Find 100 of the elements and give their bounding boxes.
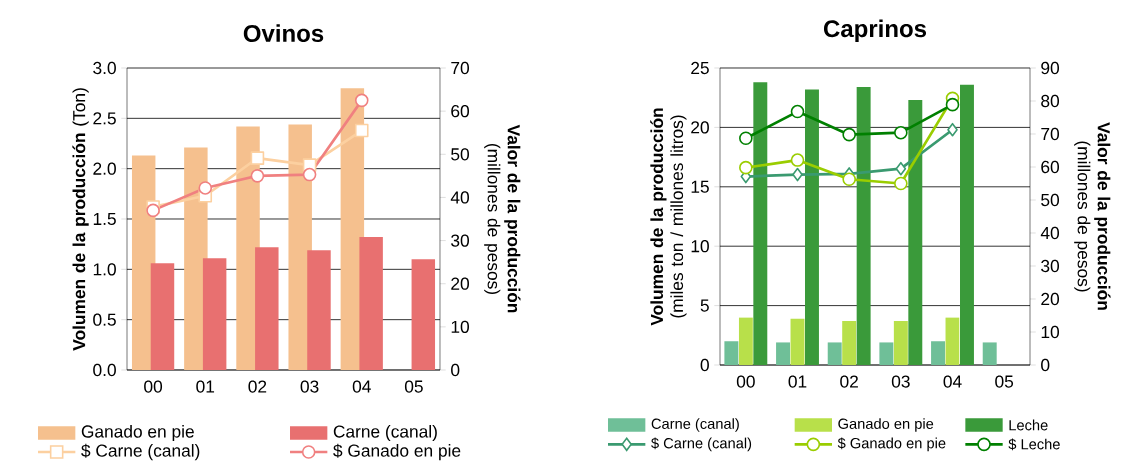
x-tick-label: 04 <box>943 375 962 388</box>
y-tick-label: 0 <box>700 358 709 372</box>
y2-tick-label: 80 <box>1041 94 1060 108</box>
y2-tick-label: 60 <box>451 105 470 118</box>
bar <box>960 84 974 365</box>
point <box>842 172 856 187</box>
legend-label: Leche <box>1009 419 1048 431</box>
point <box>198 181 213 195</box>
bar <box>753 82 768 365</box>
bar <box>879 342 894 365</box>
x-tick-label: 00 <box>144 380 163 393</box>
y2-tick-label: 50 <box>1041 193 1060 207</box>
y-tick-label: 20 <box>691 121 709 134</box>
y-tick-label: 25 <box>691 61 709 75</box>
point <box>146 203 160 218</box>
y-tick-label: 2.0 <box>93 162 116 175</box>
point <box>790 104 805 119</box>
point <box>894 125 908 140</box>
point <box>792 167 803 182</box>
y-axis-title: Volumen de la producción (miles ton / millones litros) <box>650 108 687 326</box>
y2-tick-label: 90 <box>1041 61 1060 75</box>
y2-tick-label: 10 <box>451 320 470 333</box>
bar <box>893 321 908 365</box>
x-tick-label: 03 <box>300 380 319 393</box>
bar <box>931 341 946 365</box>
y2-tick-label: 30 <box>451 234 470 247</box>
chart-title: Ovinos <box>243 24 324 42</box>
legend-label: Ganado en pie <box>838 418 934 432</box>
point <box>894 176 908 191</box>
y2-tick-label: 40 <box>450 191 470 204</box>
y2-tick-label: 20 <box>1041 292 1060 306</box>
point <box>945 97 960 112</box>
point <box>739 131 753 146</box>
point <box>302 167 317 182</box>
x-tick-label: 02 <box>248 380 267 393</box>
y-tick-label: 2.5 <box>93 112 116 125</box>
x-tick-label: 02 <box>840 375 858 388</box>
point <box>842 127 856 142</box>
point <box>354 123 369 138</box>
chart-title: Caprinos <box>823 19 927 42</box>
y2-tick-label: 30 <box>1041 259 1060 273</box>
x-tick-label: 04 <box>352 380 371 393</box>
bar <box>359 237 383 370</box>
y-tick-label: 0.5 <box>93 313 116 326</box>
bar <box>150 263 175 370</box>
point <box>354 93 369 108</box>
point <box>947 122 958 137</box>
y-tick-label: 5 <box>700 299 709 312</box>
x-tick-label: 03 <box>891 375 910 388</box>
legend-label: $ Ganado en pie <box>333 443 461 461</box>
y-axis-title: Volumen de la producción (Ton) <box>72 88 89 351</box>
bar <box>776 342 791 365</box>
bar <box>827 342 842 365</box>
y-tick-label: 10 <box>691 240 709 253</box>
bar <box>805 89 819 365</box>
x-tick-label: 01 <box>788 375 807 388</box>
legend-label: Ganado en pie <box>81 424 194 442</box>
point <box>790 153 805 167</box>
bar <box>790 318 805 365</box>
y-tick-label: 3.0 <box>93 61 116 75</box>
y2-tick-label: 0 <box>451 363 460 377</box>
point <box>895 161 907 176</box>
bar <box>202 258 227 370</box>
point <box>250 169 265 183</box>
bar <box>724 341 739 365</box>
y2-axis-title: Valor de la producción (millones de pesos) <box>1074 122 1111 310</box>
bar <box>945 317 960 365</box>
y2-axis-title: Valor de la producción (millones de pesos) <box>484 124 521 313</box>
y2-tick-label: 70 <box>1041 127 1060 141</box>
point <box>739 160 753 175</box>
point <box>250 151 265 165</box>
legend-label: Carne (canal) <box>333 424 437 442</box>
bar <box>908 100 923 365</box>
y2-tick-label: 70 <box>451 61 470 75</box>
y2-tick-label: 40 <box>1040 226 1060 240</box>
x-tick-label: 01 <box>196 380 215 393</box>
legend-label: $ Ganado en pie <box>837 437 946 452</box>
bar <box>255 247 279 370</box>
bar <box>738 317 753 365</box>
legend-label: $ Carne (canal) <box>81 443 200 461</box>
y2-tick-label: 0 <box>1041 358 1050 372</box>
x-tick-label: 00 <box>736 375 755 388</box>
y-tick-label: 15 <box>691 180 709 193</box>
y-tick-label: 0.0 <box>93 363 116 377</box>
bar <box>982 342 997 365</box>
legend-label: $ Leche <box>1008 438 1060 451</box>
y2-tick-label: 50 <box>451 148 470 161</box>
bar <box>307 250 331 370</box>
x-tick-label: 05 <box>995 375 1014 388</box>
y-tick-label: 1.5 <box>93 212 116 226</box>
y2-tick-label: 20 <box>451 277 470 290</box>
bar <box>411 259 436 370</box>
legend-label: $ Carne (canal) <box>651 437 752 452</box>
x-tick-label: 05 <box>404 380 423 393</box>
bar <box>856 87 871 365</box>
y2-tick-label: 60 <box>1041 160 1060 174</box>
y-tick-label: 1.0 <box>93 263 116 276</box>
y2-tick-label: 10 <box>1041 325 1060 339</box>
legend-label: Carne (canal) <box>651 418 739 432</box>
bar <box>842 321 857 365</box>
